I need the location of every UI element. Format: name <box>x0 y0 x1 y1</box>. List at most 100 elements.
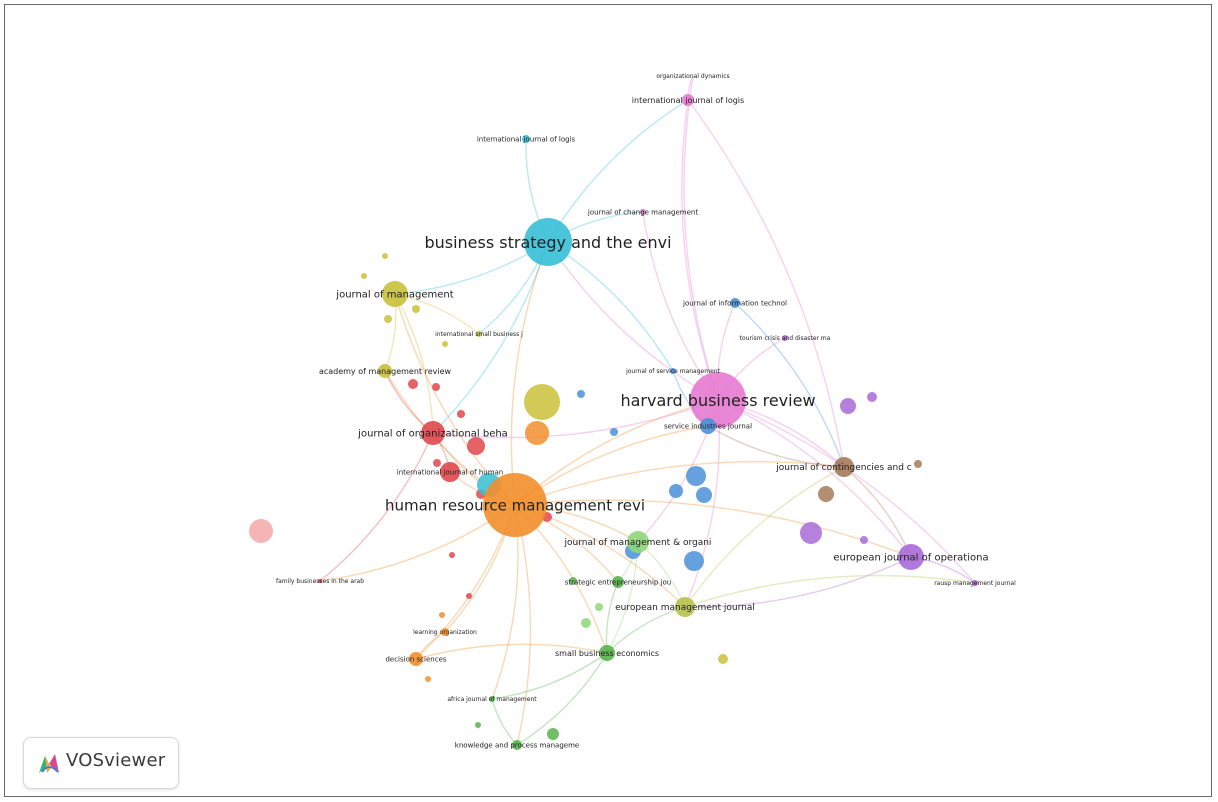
node-jsm[interactable] <box>670 368 676 374</box>
edge-hrmr-bste <box>510 241 549 506</box>
network-nodes[interactable] <box>318 94 978 750</box>
label-jit: journal of information technol <box>682 300 787 308</box>
edge-hbr-bste <box>547 241 719 401</box>
visualization-frame: human resource management revi harvard bu… <box>4 4 1212 797</box>
network-dot <box>466 593 472 599</box>
network-dot <box>914 460 922 468</box>
node-jmo[interactable] <box>627 531 649 553</box>
edge-hrmr-jcc <box>514 460 845 506</box>
node-hrmr[interactable] <box>483 473 547 537</box>
label-jsm: journal of service management <box>625 368 720 375</box>
label-rmj: rausp management journal <box>934 580 1016 587</box>
label-ajm: africa journal of management <box>447 696 537 703</box>
node-amr[interactable] <box>378 364 392 378</box>
node-hbr[interactable] <box>690 372 746 428</box>
network-dot <box>467 437 485 455</box>
node-sej[interactable] <box>612 576 624 588</box>
node-lo[interactable] <box>441 628 449 636</box>
network-dot <box>867 392 877 402</box>
label-jcm: journal of change management <box>587 209 698 217</box>
edge-bste-ijl1 <box>547 99 689 243</box>
network-dot <box>408 379 418 389</box>
label-sbe: small business economics <box>555 649 659 658</box>
network-dot <box>577 390 585 398</box>
node-jit[interactable] <box>730 298 740 308</box>
label-hrmr: human resource management revi <box>385 496 645 514</box>
label-ijl2: international journal of logis <box>477 136 576 144</box>
node-fba[interactable] <box>318 579 322 583</box>
label-jmo: journal of management & organi <box>564 538 712 548</box>
label-job: journal of organizational beha <box>357 429 508 440</box>
edge-hrmr-ejo <box>514 499 912 558</box>
edge-jcc-sij <box>707 425 845 468</box>
label-bste: business strategy and the envi <box>424 233 671 252</box>
network-dot <box>361 273 367 279</box>
network-dot <box>669 484 683 498</box>
edge-kpm-ajm <box>491 698 518 746</box>
network-dot <box>442 341 448 347</box>
network-dots <box>249 253 922 740</box>
node-sbe[interactable] <box>599 645 615 661</box>
node-ejo[interactable] <box>898 544 924 570</box>
label-sij: service industries journal <box>664 423 752 431</box>
edge-ds-sbe <box>415 643 608 660</box>
network-dot <box>449 552 455 558</box>
node-isb[interactable] <box>476 331 482 337</box>
label-lo: learning organization <box>413 629 477 636</box>
network-dot <box>840 398 856 414</box>
network-dot <box>524 384 560 420</box>
edge-bste-job <box>432 241 549 434</box>
node-emj[interactable] <box>675 597 695 617</box>
label-ejo: european journal of operationa <box>833 553 988 564</box>
edge-hbr-job <box>432 399 719 439</box>
edge-emj-jcc <box>684 466 845 608</box>
edge-ijl1-jcc <box>687 99 845 468</box>
network-dot <box>595 603 603 611</box>
node-ijl1[interactable] <box>682 94 694 106</box>
label-ijh: international journal of human <box>397 469 504 477</box>
network-dot <box>432 383 440 391</box>
network-dot <box>800 522 822 544</box>
network-map[interactable]: human resource management revi harvard bu… <box>5 5 1211 796</box>
edge-sbe-kpm <box>516 652 608 746</box>
network-dot <box>249 519 273 543</box>
label-od: organizational dynamics <box>656 73 729 80</box>
network-dot <box>382 253 388 259</box>
node-rmj[interactable] <box>972 580 978 586</box>
node-ajm[interactable] <box>489 696 495 702</box>
label-sej: strategic entrepreneurship jou <box>565 579 671 587</box>
node-sij[interactable] <box>700 418 716 434</box>
node-ijl2[interactable] <box>522 135 530 143</box>
edge-jom-job <box>394 293 434 434</box>
node-jcm[interactable] <box>640 209 646 215</box>
edge-emj-rmj <box>684 574 976 608</box>
edge-bste-jsm <box>547 241 674 372</box>
edge-sbe-ajm <box>491 652 608 700</box>
edge-jmo-emj <box>637 541 686 608</box>
network-dot <box>581 618 591 628</box>
node-kpm[interactable] <box>512 740 522 750</box>
network-dot <box>525 421 549 445</box>
network-dot <box>475 722 481 728</box>
node-ds[interactable] <box>409 652 423 666</box>
network-dot <box>439 612 445 618</box>
edge-job-fba <box>319 432 434 582</box>
label-jcc: journal of contingencies and c <box>775 463 912 473</box>
edge-hbr-ejo <box>717 399 912 558</box>
network-dot <box>412 305 420 313</box>
node-jcc[interactable] <box>834 457 854 477</box>
network-dot <box>384 315 392 323</box>
edge-hbr-rmj <box>717 399 976 584</box>
node-job[interactable] <box>421 421 445 445</box>
network-dot <box>610 428 618 436</box>
edge-ejo-emj <box>684 556 912 608</box>
label-ijl1: international journal of logis <box>632 96 744 105</box>
label-ds: decision sciences <box>385 656 446 664</box>
network-dot <box>684 551 704 571</box>
node-tcd[interactable] <box>782 335 788 341</box>
node-jom[interactable] <box>382 281 408 307</box>
node-ijh[interactable] <box>440 462 460 482</box>
network-dot <box>696 487 712 503</box>
node-bste[interactable] <box>524 218 572 266</box>
vosviewer-logo-text: VOSviewer <box>66 750 166 771</box>
